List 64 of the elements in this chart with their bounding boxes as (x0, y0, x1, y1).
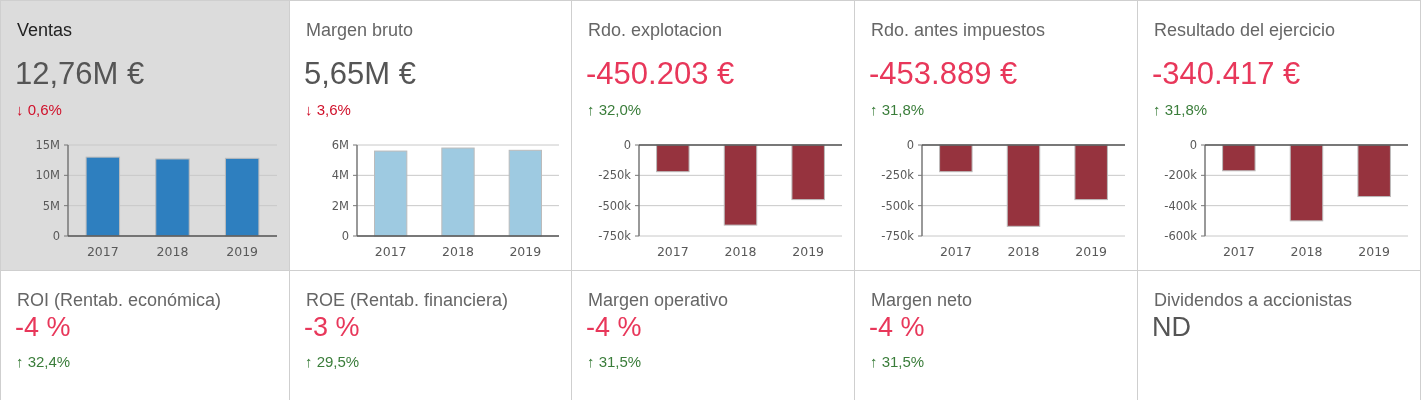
text: -4 % (15, 312, 71, 342)
x-tick-label: 2017 (1222, 244, 1255, 259)
y-tick-label: 0 (52, 229, 60, 244)
x-tick-label: 2017 (374, 244, 407, 259)
chart-subtitle: -340.417 € (1152, 56, 1301, 91)
y-tick-label: -250k (881, 168, 915, 183)
y-tick-label: 15M (35, 138, 60, 153)
x-tick-label: 2017 (939, 244, 972, 259)
y-tick-label: -500k (598, 198, 632, 213)
x-tick-label: 2018 (1007, 244, 1040, 259)
x-tick-label: 2017 (86, 244, 119, 259)
x-tick-label: 2019 (792, 244, 825, 259)
chart-title: Rdo. explotacion (588, 20, 723, 40)
text: ↑ 31,5% (587, 353, 642, 370)
text: ROE (Rentab. financiera) (306, 290, 509, 310)
y-tick-label: -400k (1164, 198, 1198, 213)
text: ↓ 0,6% (16, 101, 62, 118)
y-tick-label: 2M (331, 198, 349, 213)
y-tick-label: 0 (341, 229, 349, 244)
x-tick-label: 2018 (1290, 244, 1323, 259)
chart-title: Ventas (17, 20, 73, 40)
text: Margen operativo (588, 290, 729, 310)
text: ↑ 32,4% (16, 353, 71, 370)
y-tick-label: 6M (331, 138, 349, 153)
y-tick-label: 10M (35, 168, 60, 183)
chart-subtitle: -453.889 € (869, 56, 1018, 91)
text: ↑ 31,5% (870, 353, 925, 370)
text: ↑ 32,0% (587, 101, 642, 118)
y-tick-label: -500k (881, 198, 915, 213)
y-tick-label: 4M (331, 168, 349, 183)
x-tick-label: 2018 (442, 244, 474, 259)
chart-subtitle: 12,76M € (15, 56, 145, 91)
text: ↓ 3,6% (305, 101, 351, 118)
x-tick-label: 2019 (1075, 244, 1108, 259)
y-tick-label: 0 (1189, 138, 1197, 153)
text: -4 % (869, 312, 925, 342)
x-tick-label: 2017 (656, 244, 689, 259)
chart-subtitle: -450.203 € (586, 56, 735, 91)
text: -3 % (304, 312, 360, 342)
text: ↑ 31,8% (870, 101, 925, 118)
y-tick-label: -250k (598, 168, 632, 183)
y-tick-label: -750k (598, 229, 632, 244)
text: ↑ 31,8% (1153, 101, 1208, 118)
x-tick-label: 2019 (1358, 244, 1391, 259)
chart-title: Rdo. antes impuestos (871, 20, 1046, 40)
text: -4 % (586, 312, 642, 342)
text: Margen neto (871, 290, 973, 310)
chart-title: Resultado del ejercicio (1154, 20, 1336, 40)
x-tick-label: 2018 (724, 244, 757, 259)
y-tick-label: -600k (1164, 229, 1198, 244)
x-tick-label: 2019 (226, 244, 259, 259)
y-tick-label: -750k (881, 229, 915, 244)
text: Dividendos a accionistas (1154, 290, 1353, 310)
x-tick-label: 2019 (509, 244, 542, 259)
text: ↑ 29,5% (305, 353, 360, 370)
text: ROI (Rentab. económica) (17, 290, 222, 310)
y-tick-label: 0 (906, 138, 914, 153)
y-tick-label: 0 (623, 138, 631, 153)
chart-subtitle: 5,65M € (304, 56, 417, 91)
y-tick-label: -200k (1164, 168, 1198, 183)
chart-title: Margen bruto (306, 20, 414, 40)
text: ND (1152, 312, 1191, 342)
x-tick-label: 2018 (156, 244, 189, 259)
y-tick-label: 5M (42, 198, 60, 213)
